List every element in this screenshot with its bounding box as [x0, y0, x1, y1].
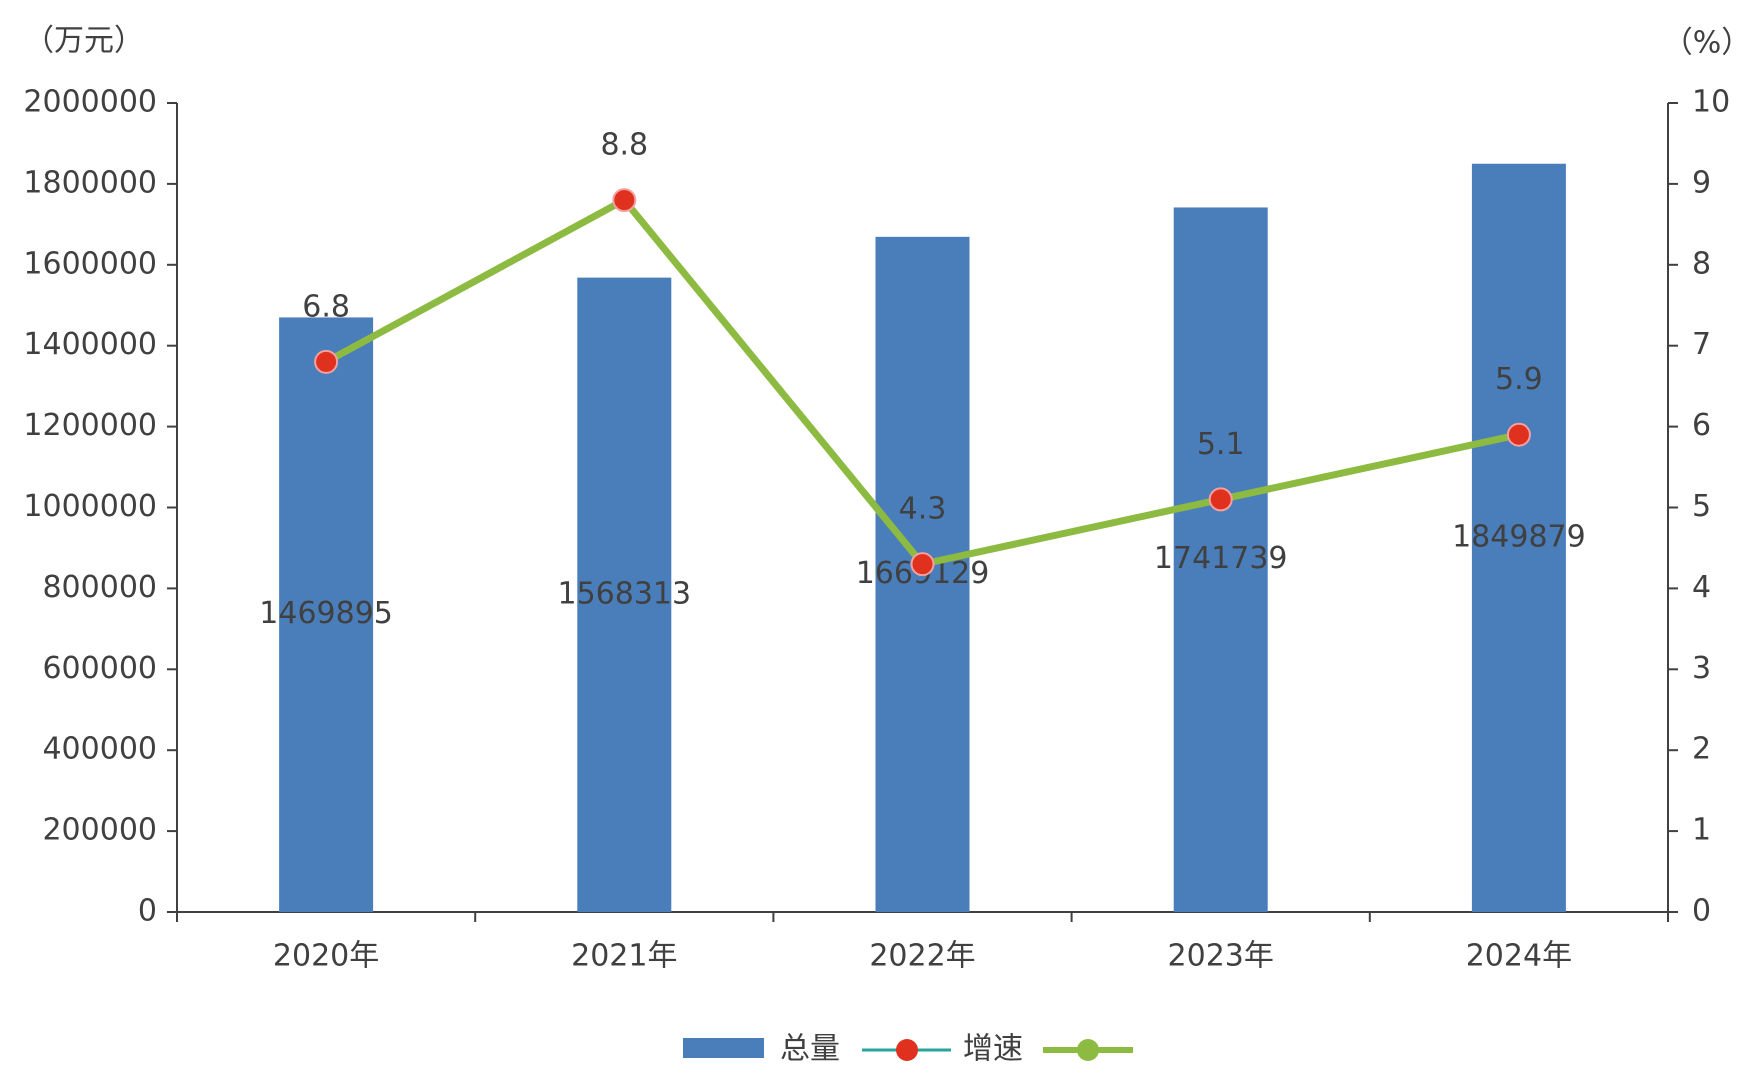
- legend-swatch-marker: [896, 1039, 918, 1061]
- y2-tick-label: 3: [1692, 651, 1711, 686]
- x-tick-label: 2021年: [571, 939, 677, 974]
- x-tick-label: 2024年: [1466, 939, 1572, 974]
- y2-axis-unit: （%）: [1663, 26, 1752, 61]
- line-value-label: 8.8: [600, 128, 648, 163]
- line-value-label: 4.3: [899, 492, 947, 527]
- y-tick-label: 200000: [42, 813, 157, 848]
- y-axis-unit: （万元）: [24, 24, 144, 59]
- y2-tick-label: 0: [1692, 894, 1711, 929]
- y-tick-label: 1200000: [23, 408, 157, 443]
- y2-tick-label: 6: [1692, 408, 1711, 443]
- bar-value-label: 1849879: [1452, 519, 1586, 554]
- x-tick-label: 2022年: [869, 939, 975, 974]
- x-tick-label: 2023年: [1168, 939, 1274, 974]
- legend: 总量 增速: [683, 1032, 1133, 1067]
- y-tick-label: 800000: [42, 570, 157, 605]
- line-value-label: 5.1: [1197, 427, 1245, 462]
- y2-tick-label: 8: [1692, 246, 1711, 281]
- bar-value-label: 1741739: [1154, 541, 1288, 576]
- bar: [577, 277, 672, 912]
- line-marker: [910, 552, 935, 577]
- y-tick-label: 1800000: [23, 165, 157, 200]
- y2-tick-label: 10: [1692, 85, 1730, 120]
- y-tick-label: 1600000: [23, 246, 157, 281]
- bar: [1471, 163, 1566, 912]
- x-tick-label: 2020年: [273, 939, 379, 974]
- line-marker: [1506, 422, 1531, 447]
- bar: [1173, 207, 1268, 913]
- line-value-label: 5.9: [1495, 362, 1543, 397]
- line-marker: [1208, 487, 1233, 512]
- y-tick-label: 600000: [42, 651, 157, 686]
- legend-swatch-marker: [1077, 1039, 1099, 1061]
- y2-tick-label: 1: [1692, 813, 1711, 848]
- line-marker: [612, 188, 637, 213]
- y-tick-label: 400000: [42, 732, 157, 767]
- legend-label: 总量: [780, 1032, 840, 1067]
- y2-tick-label: 9: [1692, 165, 1711, 200]
- bar: [279, 317, 374, 912]
- y2-tick-label: 2: [1692, 732, 1711, 767]
- y2-tick-label: 5: [1692, 489, 1711, 524]
- y-tick-label: 1000000: [23, 489, 157, 524]
- line-value-label: 6.8: [302, 289, 350, 324]
- y2-tick-label: 7: [1692, 327, 1711, 362]
- y2-tick-label: 4: [1692, 570, 1711, 605]
- legend-label: 增速: [963, 1032, 1023, 1067]
- y-tick-label: 0: [138, 894, 157, 929]
- y-tick-label: 1400000: [23, 327, 157, 362]
- bar-value-label: 1568313: [557, 576, 691, 611]
- bar-value-label: 1469895: [259, 596, 393, 631]
- legend-swatch-bar: [683, 1038, 764, 1058]
- line-marker: [314, 349, 339, 374]
- y-tick-label: 2000000: [23, 85, 157, 120]
